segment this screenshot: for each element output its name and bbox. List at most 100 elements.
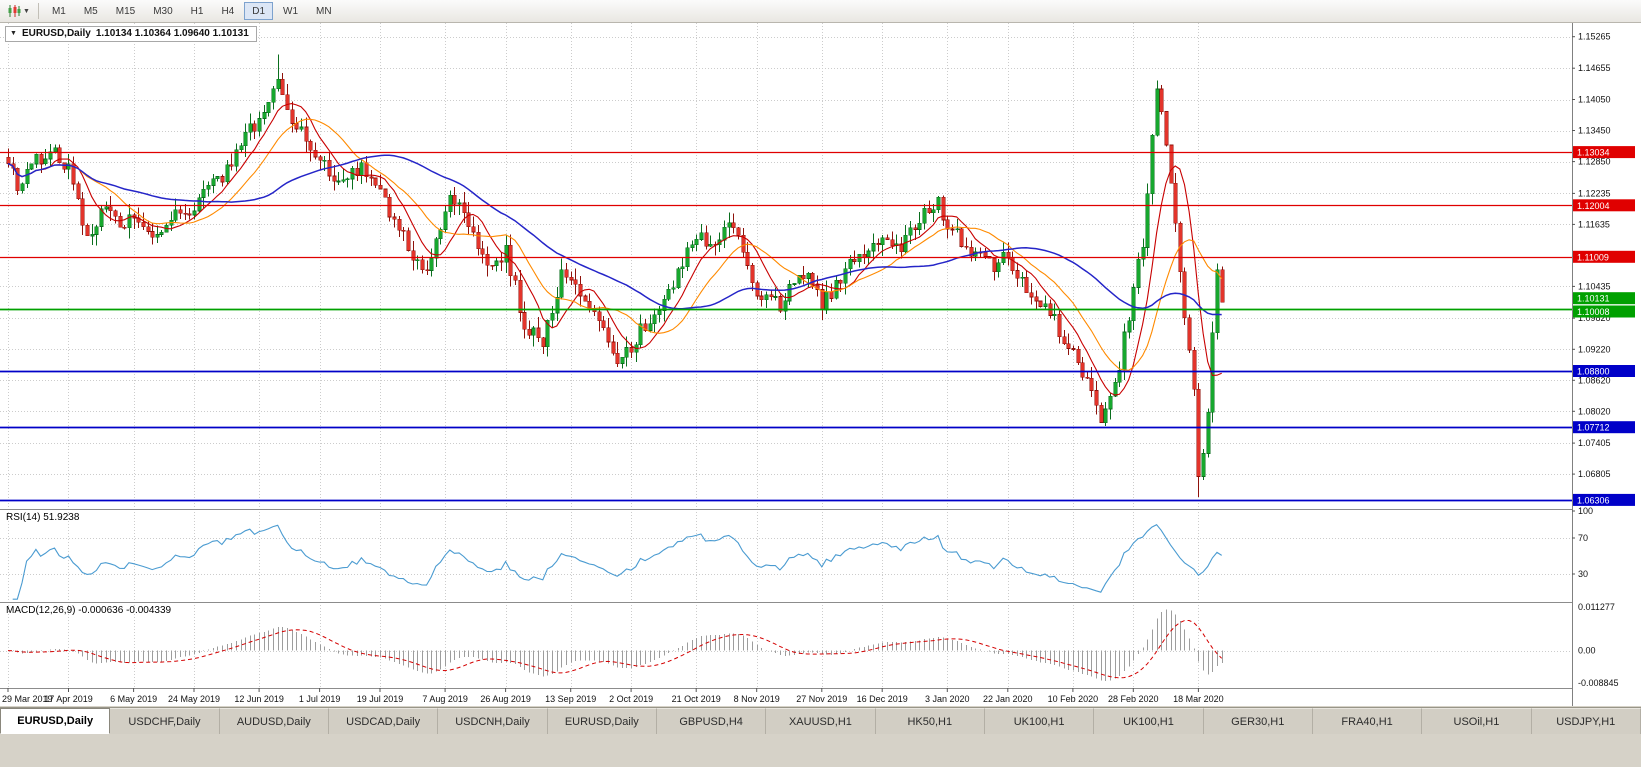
chart-tab-eurusd-daily[interactable]: EURUSD,Daily <box>547 708 657 734</box>
svg-text:1.09220: 1.09220 <box>1578 344 1611 354</box>
svg-text:29 Mar 2019: 29 Mar 2019 <box>2 694 53 704</box>
price-tag-1.10008 <box>1573 305 1635 318</box>
chart-tab-xauusd-h1[interactable]: XAUUSD,H1 <box>766 708 876 734</box>
price-tag-1.13034 <box>1573 146 1635 159</box>
chart-tabs-bar: EURUSD,Daily USDCHF,Daily AUDUSD,Daily USDC… <box>0 707 1641 734</box>
date-axis <box>0 688 1641 706</box>
chart-tab-usdcnh-daily[interactable]: USDCNH,Daily <box>438 708 548 734</box>
svg-text:2 Oct 2019: 2 Oct 2019 <box>609 694 653 704</box>
svg-text:17 Apr 2019: 17 Apr 2019 <box>44 694 93 704</box>
timeframe-button-w1[interactable]: W1 <box>275 2 306 20</box>
timeframe-button-d1[interactable]: D1 <box>244 2 274 20</box>
svg-text:0.011277: 0.011277 <box>1578 602 1615 612</box>
svg-text:1.10435: 1.10435 <box>1578 281 1611 291</box>
timeframe-button-m5[interactable]: M5 <box>76 2 106 20</box>
chart-symbol-timeframe: EURUSD,Daily <box>21 28 91 39</box>
chart-tab-uk100-h1[interactable]: UK100,H1 <box>984 708 1095 734</box>
svg-text:1.09820: 1.09820 <box>1578 313 1611 323</box>
svg-text:8 Nov 2019: 8 Nov 2019 <box>734 694 780 704</box>
macd-values: -0.000636 -0.004339 <box>78 605 172 616</box>
svg-text:70: 70 <box>1578 533 1588 543</box>
svg-text:1.13450: 1.13450 <box>1578 126 1611 136</box>
svg-text:28 Feb 2020: 28 Feb 2020 <box>1108 694 1159 704</box>
svg-text:7 Aug 2019: 7 Aug 2019 <box>422 694 468 704</box>
timeframe-toolbar: ▼ M1 M5 M15 M30 H1 H4 D1 W1 MN <box>0 0 1641 23</box>
chart-tab-gbpusd-h4[interactable]: GBPUSD,H4 <box>656 708 767 734</box>
macd-histogram <box>12 609 1224 682</box>
svg-text:19 Jul 2019: 19 Jul 2019 <box>357 694 404 704</box>
price-tag-1.12004 <box>1573 199 1635 212</box>
svg-text:1.06805: 1.06805 <box>1578 469 1611 479</box>
svg-text:1.12235: 1.12235 <box>1578 188 1611 198</box>
candles <box>6 54 1225 498</box>
chart-type-button[interactable]: ▼ <box>3 1 34 21</box>
svg-text:0.00: 0.00 <box>1578 646 1596 656</box>
chart-tab-eurusd-daily[interactable]: EURUSD,Daily <box>0 708 111 734</box>
timeframe-button-mn[interactable]: MN <box>308 2 340 20</box>
svg-text:100: 100 <box>1578 506 1593 516</box>
svg-text:1.07405: 1.07405 <box>1578 438 1611 448</box>
svg-text:1.13034: 1.13034 <box>1577 148 1610 158</box>
timeframe-button-m1[interactable]: M1 <box>44 2 74 20</box>
chart-canvas[interactable]: 1.15265 1.14655 1.14050 1.13450 1.12850 1.122… <box>0 22 1641 706</box>
macd-name: MACD(12,26,9) <box>6 605 76 616</box>
toolbar-separator <box>37 3 39 19</box>
svg-text:12 Jun 2019: 12 Jun 2019 <box>234 694 284 704</box>
chart-background <box>0 22 1641 706</box>
candlestick-chart-icon <box>8 5 21 17</box>
svg-text:1.12850: 1.12850 <box>1578 157 1611 167</box>
rsi-name: RSI(14) <box>6 512 41 523</box>
timeframe-button-h1[interactable]: H1 <box>183 2 212 20</box>
chart-grid <box>0 23 1572 688</box>
chart-tab-audusd-daily[interactable]: AUDUSD,Daily <box>219 708 329 734</box>
rsi-indicator-label: RSI(14) 51.9238 <box>6 512 79 523</box>
svg-text:1.06306: 1.06306 <box>1577 495 1610 505</box>
price-tag-1.11009 <box>1573 250 1635 263</box>
svg-text:1.11635: 1.11635 <box>1578 219 1610 229</box>
svg-text:18 Mar 2020: 18 Mar 2020 <box>1173 694 1224 704</box>
timeframe-button-m30[interactable]: M30 <box>145 2 180 20</box>
svg-text:26 Aug 2019: 26 Aug 2019 <box>480 694 531 704</box>
svg-text:1.10131: 1.10131 <box>1577 294 1610 304</box>
svg-text:1.10008: 1.10008 <box>1577 307 1610 317</box>
chart-tab-usdjpy-h1[interactable]: USDJPY,H1 <box>1531 708 1641 734</box>
chart-tab-usdchf-daily[interactable]: USDCHF,Daily <box>110 708 220 734</box>
svg-text:13 Sep 2019: 13 Sep 2019 <box>545 694 596 704</box>
chart-tab-uk100-h1[interactable]: UK100,H1 <box>1094 708 1204 734</box>
svg-text:-0.008845: -0.008845 <box>1578 678 1619 688</box>
svg-text:22 Jan 2020: 22 Jan 2020 <box>983 694 1033 704</box>
rsi-value: 51.9238 <box>43 512 80 523</box>
svg-text:27 Nov 2019: 27 Nov 2019 <box>796 694 847 704</box>
timeframe-button-h4[interactable]: H4 <box>213 2 242 20</box>
timeframe-button-m15[interactable]: M15 <box>108 2 143 20</box>
current-price-tag <box>1573 292 1635 305</box>
svg-text:16 Dec 2019: 16 Dec 2019 <box>857 694 908 704</box>
rsi-line <box>12 524 1222 600</box>
svg-text:1.11009: 1.11009 <box>1577 252 1609 262</box>
chart-tab-hk50-h1[interactable]: HK50,H1 <box>875 708 985 734</box>
svg-text:1.08800: 1.08800 <box>1577 367 1610 377</box>
price-tag-1.06306 <box>1573 493 1635 506</box>
svg-text:1.08620: 1.08620 <box>1578 375 1611 385</box>
macd-indicator-label: MACD(12,26,9) -0.000636 -0.004339 <box>6 605 171 616</box>
chart-tab-ger30-h1[interactable]: GER30,H1 <box>1203 708 1313 734</box>
svg-text:1.14050: 1.14050 <box>1578 95 1611 105</box>
chart-ohlc-values: 1.10134 1.10364 1.09640 1.10131 <box>95 28 249 39</box>
chart-tab-fra40-h1[interactable]: FRA40,H1 <box>1312 708 1423 734</box>
chevron-down-icon: ▼ <box>23 7 30 15</box>
chart-tab-usoil-h1[interactable]: USOil,H1 <box>1422 708 1532 734</box>
macd-signal-line <box>7 619 1223 679</box>
svg-text:3 Jan 2020: 3 Jan 2020 <box>925 694 970 704</box>
price-axis[interactable] <box>1572 22 1641 706</box>
svg-text:30: 30 <box>1578 569 1588 579</box>
svg-text:6 May 2019: 6 May 2019 <box>110 694 157 704</box>
chart-tab-usdcad-daily[interactable]: USDCAD,Daily <box>328 708 439 734</box>
svg-text:1.07712: 1.07712 <box>1577 423 1610 433</box>
chart-title[interactable]: ▼ EURUSD,Daily 1.10134 1.10364 1.09640 1… <box>5 26 257 42</box>
price-tag-1.08800 <box>1573 365 1635 377</box>
svg-text:10 Feb 2020: 10 Feb 2020 <box>1048 694 1099 704</box>
timeframe-buttons-group: M1 M5 M15 M30 H1 H4 D1 W1 MN <box>43 2 341 20</box>
svg-text:1.14655: 1.14655 <box>1578 63 1611 73</box>
svg-text:1 Jul 2019: 1 Jul 2019 <box>299 694 341 704</box>
chart-menu-triangle-icon: ▼ <box>10 30 17 37</box>
